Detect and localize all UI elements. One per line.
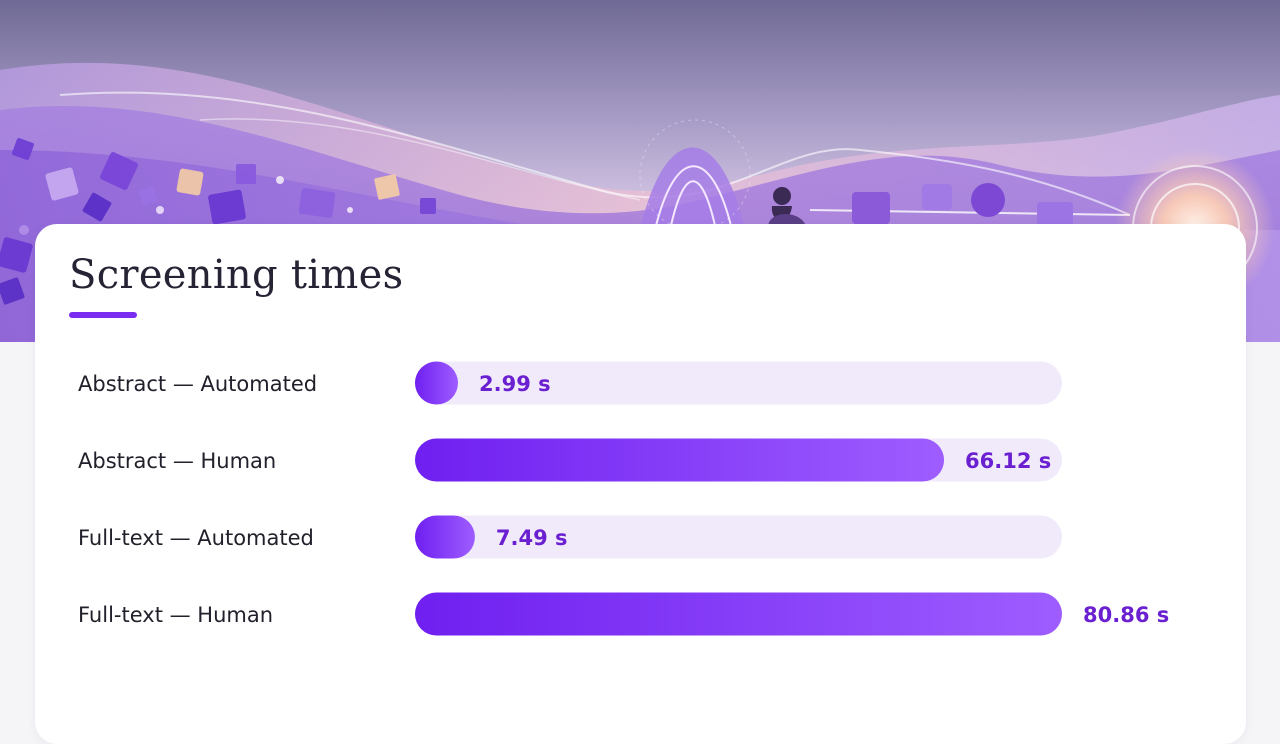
value-label: 7.49 s: [496, 526, 568, 550]
chart-title: Screening times: [69, 252, 404, 298]
value-label: 66.12 s: [965, 449, 1051, 473]
category-label: Abstract — Human: [78, 449, 276, 473]
bar: [415, 438, 945, 482]
bar: [415, 592, 1062, 636]
category-label: Full-text — Automated: [78, 526, 314, 550]
category-label: Abstract — Automated: [78, 372, 317, 396]
bar: [415, 515, 475, 559]
value-label: 80.86 s: [1083, 603, 1169, 627]
chart-card: Screening times Abstract — Automated 2.99…: [35, 224, 1246, 744]
title-underline: [69, 312, 137, 318]
bar-track: [415, 361, 1062, 405]
category-label: Full-text — Human: [78, 603, 273, 627]
value-label: 2.99 s: [479, 372, 551, 396]
bar: [415, 361, 458, 405]
bar-track: [415, 515, 1062, 559]
bar-chart: Abstract — Automated 2.99 s Abstract — Hum…: [78, 361, 1169, 636]
